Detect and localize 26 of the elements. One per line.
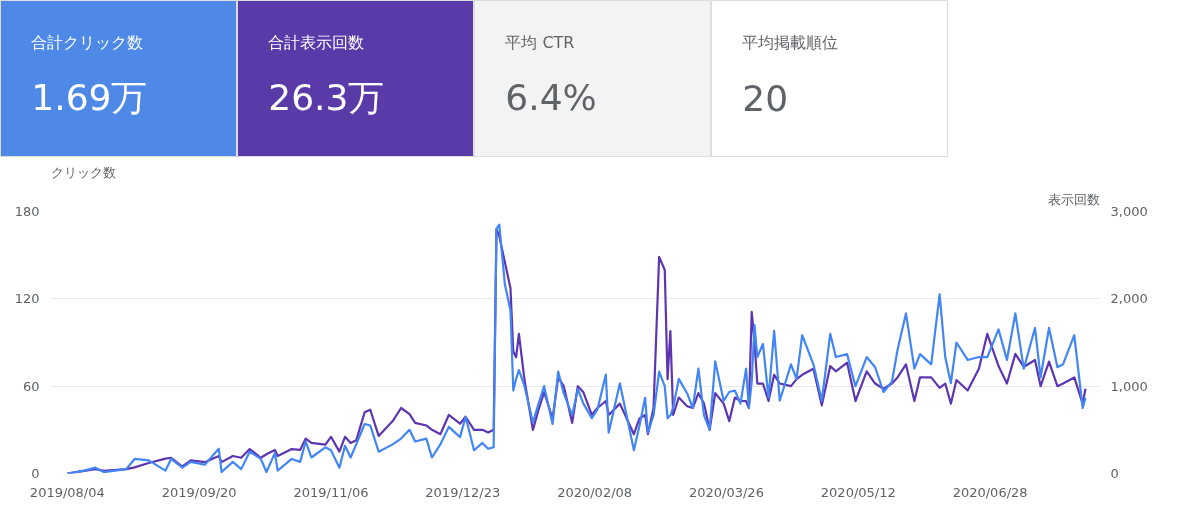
x-tick-label: 2019/11/06 <box>293 484 369 500</box>
x-tick-label: 2019/09/20 <box>161 484 237 500</box>
y-tick-label: 60 <box>22 378 40 394</box>
y-tick-label: 180 <box>14 204 40 219</box>
y-tick-label: 0 <box>31 466 40 481</box>
text: 合計表示回数 <box>268 33 365 53</box>
x-tick-label: 2019/12/23 <box>425 484 501 500</box>
text: 20 <box>742 77 789 119</box>
x-tick-label: 2019/08/04 <box>29 484 105 500</box>
y2-tick-label: 2,000 <box>1110 291 1148 307</box>
x-tick-label: 2020/05/12 <box>820 484 896 500</box>
y2-tick-label: 1,000 <box>1110 378 1148 394</box>
text: 平均掲載順位 <box>742 33 839 53</box>
x-tick-label: 2020/06/28 <box>952 484 1028 500</box>
text: 合計クリック数 <box>31 33 144 53</box>
y-tick-label: 120 <box>14 291 40 307</box>
y-axis-title: クリック数 <box>50 164 116 180</box>
text: 平均 CTR <box>505 33 575 53</box>
y2-tick-label: 0 <box>1110 466 1119 481</box>
x-tick-label: 2020/02/08 <box>557 484 633 500</box>
x-tick-label: 2020/03/26 <box>689 484 764 500</box>
text: 1.69万 <box>31 77 148 119</box>
y2-axis-title: 表示回数 <box>1047 191 1100 207</box>
text: 6.4% <box>505 77 597 119</box>
y2-tick-label: 3,000 <box>1110 204 1148 219</box>
text: 26.3万 <box>268 77 385 119</box>
